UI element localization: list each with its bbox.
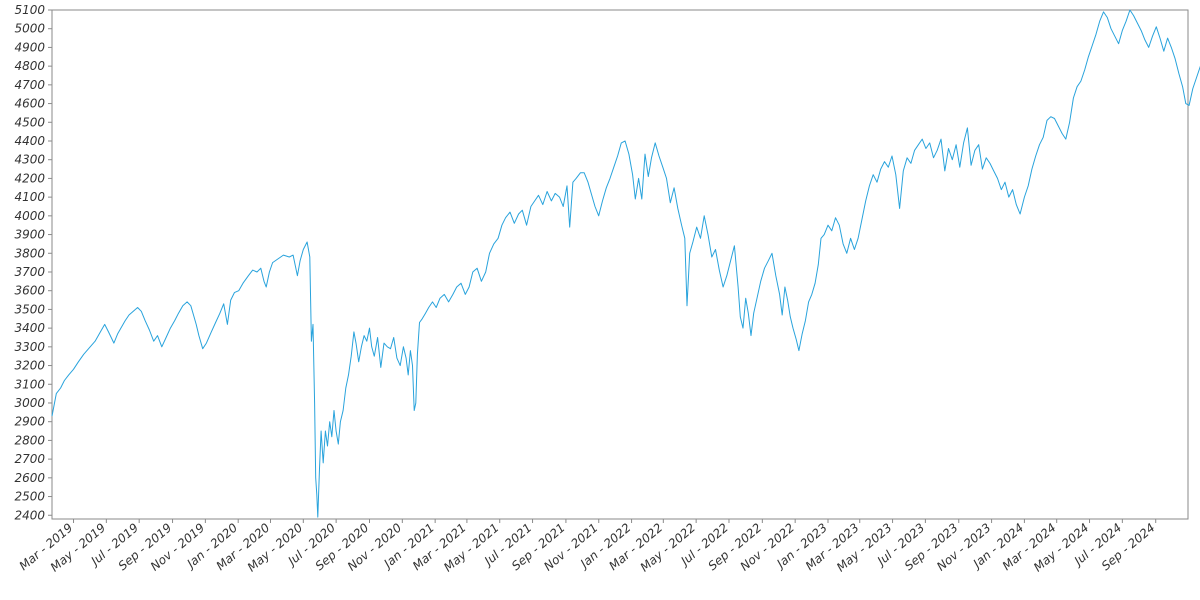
y-tick-label: 3300 <box>14 340 45 354</box>
y-tick-label: 3200 <box>14 359 45 373</box>
y-axis: 2400 2500 2600 2700 2800 2900 3000 3100 3200 3300… <box>14 3 52 522</box>
series-line <box>51 9 1200 518</box>
y-tick-label: 2400 <box>14 508 45 522</box>
y-tick-label: 4000 <box>14 209 45 223</box>
y-tick-label: 3800 <box>14 246 45 260</box>
y-tick-label: 3100 <box>14 377 45 391</box>
y-tick-label: 3400 <box>14 321 45 335</box>
y-tick-label: 3900 <box>14 228 45 242</box>
y-tick-label: 4800 <box>14 59 45 73</box>
y-tick-label: 2800 <box>14 433 45 447</box>
y-tick-label: 4600 <box>14 97 45 111</box>
y-tick-label: 4900 <box>14 40 45 54</box>
y-tick-label: 4200 <box>14 171 45 185</box>
y-tick-label: 2600 <box>14 471 45 485</box>
plot-frame <box>51 9 1189 520</box>
y-tick-label: 5000 <box>14 22 45 36</box>
plot-area <box>51 9 1200 520</box>
y-tick-label: 4400 <box>14 134 45 148</box>
y-tick-label: 2900 <box>14 415 45 429</box>
y-tick-label: 3500 <box>14 302 45 316</box>
y-tick-label: 3000 <box>14 396 45 410</box>
y-tick-label: 5100 <box>14 3 45 17</box>
y-tick-label: 4500 <box>14 115 45 129</box>
y-tick-label: 4300 <box>14 153 45 167</box>
y-tick-label: 3700 <box>14 265 45 279</box>
y-tick-label: 4700 <box>14 78 45 92</box>
y-tick-label: 3600 <box>14 284 45 298</box>
y-tick-label: 2500 <box>14 490 45 504</box>
y-tick-label: 4100 <box>14 190 45 204</box>
y-tick-label: 2700 <box>14 452 45 466</box>
